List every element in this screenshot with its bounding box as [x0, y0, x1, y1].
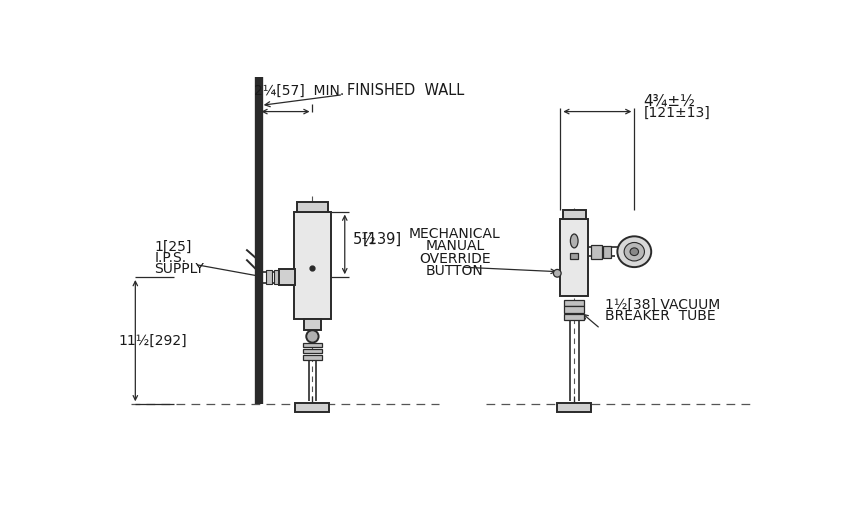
Circle shape	[553, 269, 561, 277]
Bar	[564, 306, 584, 313]
Bar	[297, 202, 328, 212]
Bar	[591, 245, 602, 259]
Ellipse shape	[617, 236, 651, 267]
Bar	[303, 349, 321, 353]
Text: BREAKER  TUBE: BREAKER TUBE	[605, 309, 716, 323]
Bar	[281, 270, 288, 284]
Ellipse shape	[570, 234, 578, 248]
Text: 4¾±½: 4¾±½	[643, 93, 695, 109]
Text: BUTTON: BUTTON	[426, 264, 484, 278]
Text: 1[25]: 1[25]	[155, 240, 192, 254]
Bar	[279, 269, 296, 285]
Bar	[294, 212, 331, 320]
Bar	[558, 403, 591, 412]
Text: FINISHED  WALL: FINISHED WALL	[347, 82, 464, 97]
Text: MECHANICAL: MECHANICAL	[409, 227, 501, 241]
Bar	[564, 314, 584, 320]
Text: MANUAL: MANUAL	[425, 239, 484, 253]
Ellipse shape	[624, 243, 644, 261]
Ellipse shape	[630, 248, 638, 255]
Bar	[304, 320, 321, 330]
Bar	[303, 343, 321, 347]
Bar	[563, 210, 586, 219]
Bar	[604, 246, 611, 258]
Text: 2¼[57]  MIN.: 2¼[57] MIN.	[254, 84, 344, 98]
Text: 11½[292]: 11½[292]	[118, 334, 187, 347]
Text: [121±13]: [121±13]	[643, 106, 711, 120]
Text: 5½: 5½	[353, 232, 376, 247]
Text: OVERRIDE: OVERRIDE	[419, 252, 490, 265]
Circle shape	[306, 330, 319, 343]
Bar	[266, 270, 272, 284]
Text: SUPPLY: SUPPLY	[155, 262, 205, 276]
Bar	[560, 219, 588, 296]
Bar	[570, 253, 578, 260]
Text: 1½[38] VACUUM: 1½[38] VACUUM	[605, 298, 720, 312]
Text: [139]: [139]	[363, 232, 402, 247]
Bar	[296, 403, 329, 412]
Bar	[564, 300, 584, 306]
Bar	[303, 355, 321, 360]
Bar	[274, 270, 280, 284]
Text: I.P.S.: I.P.S.	[155, 251, 187, 265]
